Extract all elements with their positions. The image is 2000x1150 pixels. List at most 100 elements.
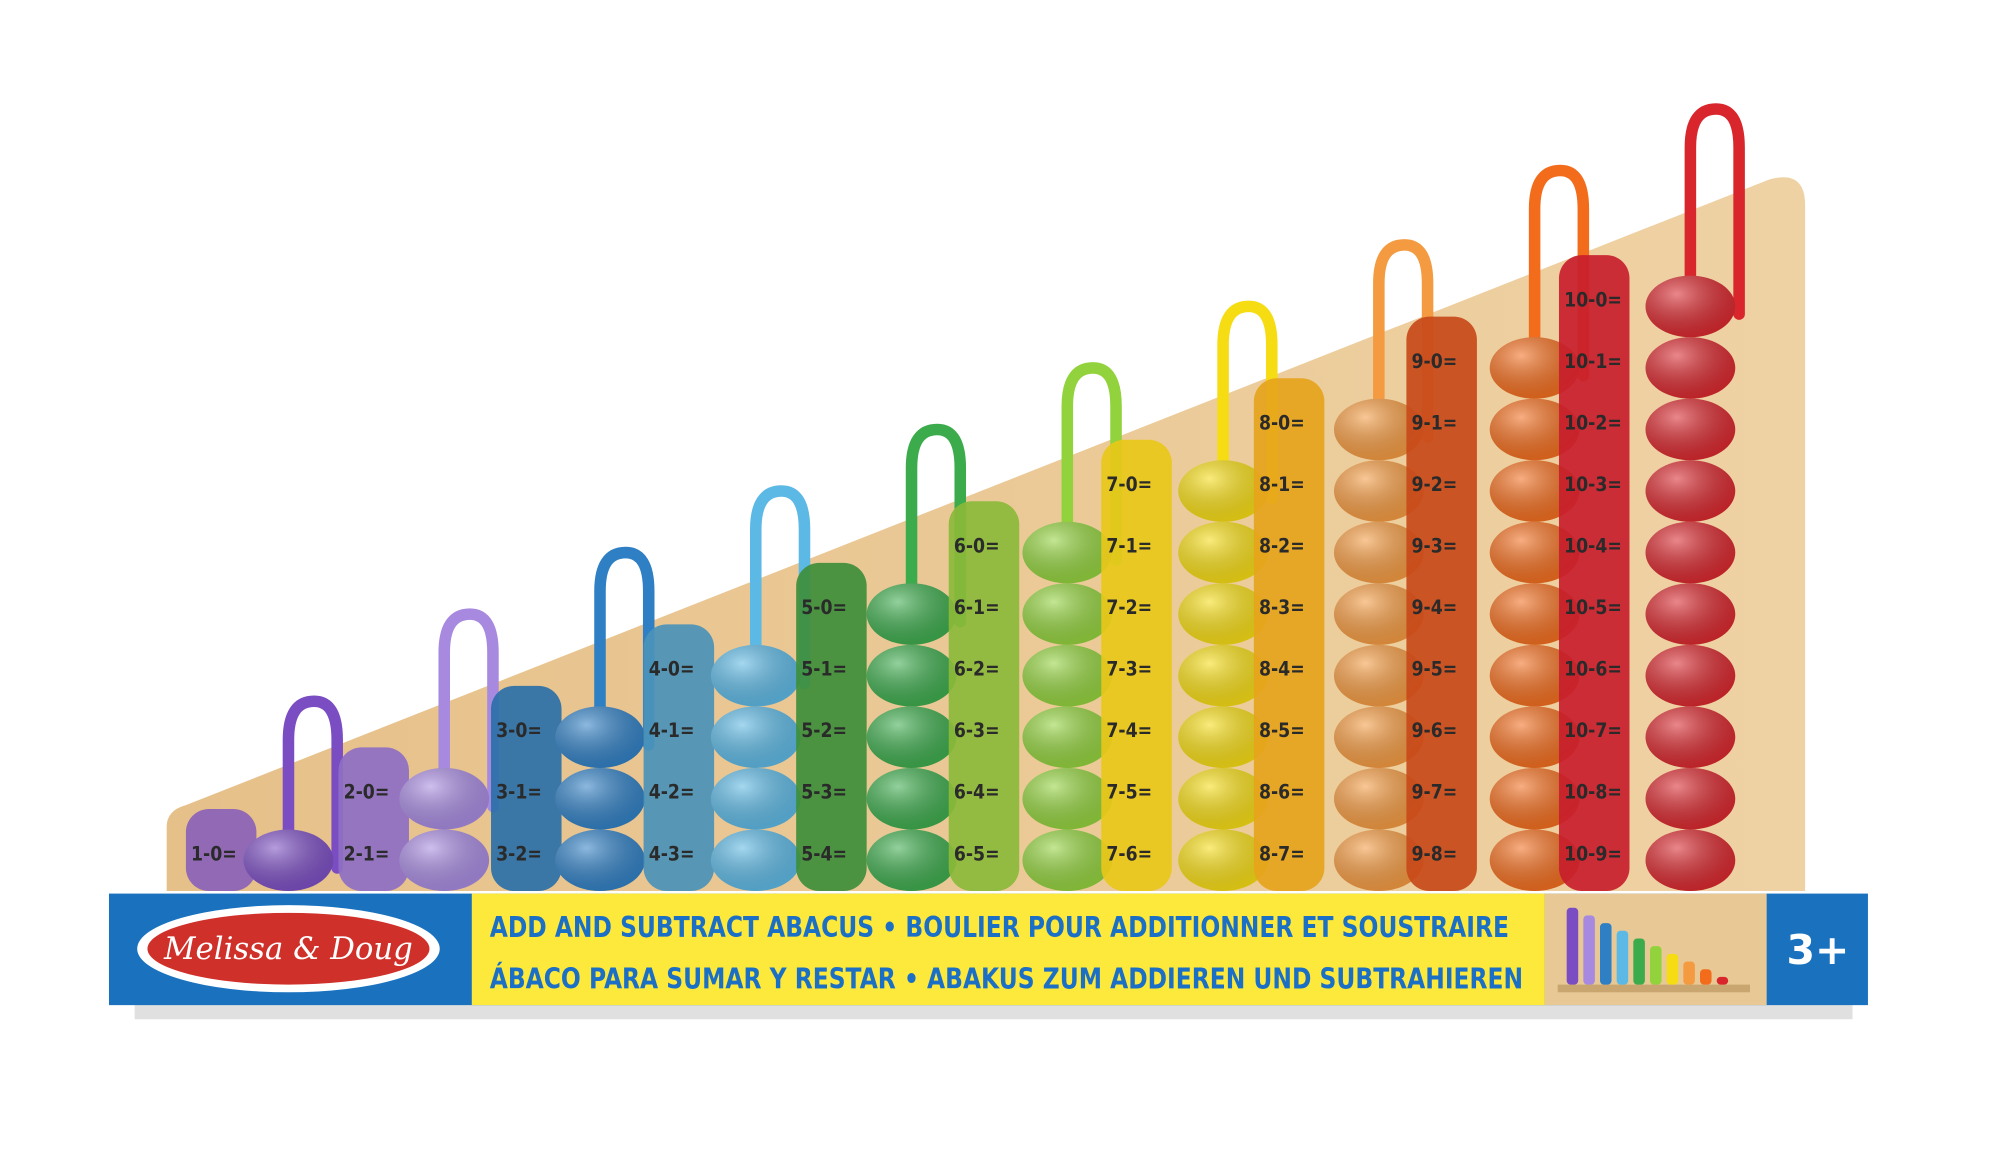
rod: [750, 485, 811, 690]
equation-label: 9-3=: [1412, 535, 1458, 558]
equation-label: 10-5=: [1564, 596, 1622, 619]
bead-shading: [1645, 275, 1736, 338]
equation-label: 9-2=: [1412, 473, 1458, 496]
bead-shading: [1645, 521, 1736, 584]
equation-label: 9-7=: [1412, 781, 1458, 804]
thumbnail-bead-column: [1650, 946, 1662, 985]
equation-label: 9-4=: [1412, 596, 1458, 619]
equation-label: 7-5=: [1106, 781, 1152, 804]
bead-shading: [555, 706, 645, 768]
bead-shading: [710, 829, 801, 892]
bead-shading: [1645, 644, 1736, 707]
equation-label: 3-0=: [496, 719, 542, 742]
thumbnail-bead-column: [1666, 953, 1679, 985]
equation-label: 5-3=: [801, 781, 847, 804]
equation-strip: [1101, 439, 1172, 892]
bead-shading: [1645, 829, 1736, 892]
rod: [594, 546, 655, 751]
bead-shading: [1178, 583, 1268, 645]
equation-label: 10-0=: [1564, 288, 1622, 311]
abacus-column-9: 9-0= 9-1= 9-2= 9-3= 9-4= 9-5= 9-6= 9-7= 9-8=: [1406, 164, 1590, 892]
bead-shading: [1333, 644, 1424, 707]
equation-label: 6-4=: [954, 781, 1000, 804]
equation-strip: [643, 624, 715, 892]
equation-label: 9-5=: [1412, 658, 1458, 681]
equation-label: 6-5=: [954, 842, 1000, 865]
bead-shading: [1489, 583, 1580, 645]
bead-shading: [1489, 337, 1580, 399]
bead-shading: [1178, 644, 1268, 707]
equation-label: 4-0=: [649, 658, 695, 681]
bead-shading: [1178, 767, 1268, 830]
thumbnail-bead-column: [1700, 969, 1712, 985]
bead-shading: [1022, 583, 1113, 645]
rod: [438, 608, 499, 813]
bead-shading: [243, 829, 334, 892]
logo-oval: [147, 912, 430, 985]
brand-logo-text: Melissa & Doug: [163, 931, 413, 967]
rod: [1061, 362, 1122, 567]
rod: [1217, 300, 1278, 505]
equation-label: 7-1=: [1106, 535, 1152, 558]
equation-label: 1-0=: [191, 842, 237, 865]
bead-shading: [710, 706, 801, 768]
equation-label: 8-3=: [1259, 596, 1305, 619]
bead-shading: [1645, 706, 1736, 768]
equation-label: 8-0=: [1259, 411, 1305, 434]
rod: [1373, 239, 1434, 443]
equation-strip: [338, 747, 409, 892]
equation-label: 2-1=: [344, 842, 390, 865]
thumbnail-base: [1557, 984, 1750, 993]
abacus-column-8: 8-0= 8-1= 8-2= 8-3= 8-4= 8-5= 8-6= 8-7=: [1253, 239, 1434, 892]
bead-shading: [866, 644, 957, 707]
banner-title-line-1: ADD AND SUBTRACT ABACUS • BOULIER POUR A…: [490, 911, 1509, 944]
bead-shading: [1489, 398, 1580, 461]
equation-label: 4-3=: [649, 842, 695, 865]
thumbnail-bead-column: [1583, 915, 1595, 985]
equation-label: 5-0=: [801, 596, 847, 619]
abacus-column-7: 7-0= 7-1= 7-2= 7-3= 7-4= 7-5= 7-6=: [1101, 300, 1278, 892]
thumbnail-bead-column: [1600, 923, 1612, 985]
bead-shading: [1645, 583, 1736, 645]
equation-strip: [1253, 378, 1325, 892]
thumbnail-bead-column: [1566, 907, 1579, 985]
equation-label: 10-4=: [1564, 535, 1622, 558]
bead-shading: [1022, 706, 1113, 768]
equation-label: 5-1=: [801, 658, 847, 681]
banner-shadow: [134, 1003, 1853, 1020]
bead-shading: [710, 644, 801, 707]
equation-label: 7-4=: [1106, 719, 1152, 742]
equation-label: 7-3=: [1106, 658, 1152, 681]
bead-shading: [1333, 706, 1424, 768]
bead-shading: [1333, 521, 1424, 584]
bead-shading: [1645, 767, 1736, 830]
equation-label: 5-4=: [801, 842, 847, 865]
bead-shading: [866, 706, 957, 768]
equation-label: 8-5=: [1259, 719, 1305, 742]
equation-label: 7-0=: [1106, 473, 1152, 496]
equation-label: 8-1=: [1259, 473, 1305, 496]
bead-shading: [1333, 583, 1424, 645]
bead-shading: [1489, 460, 1580, 522]
bead-shading: [866, 767, 957, 830]
bead-shading: [1489, 644, 1580, 707]
equation-label: 8-4=: [1259, 658, 1305, 681]
equation-label: 2-0=: [344, 781, 390, 804]
equation-strip: [1406, 316, 1477, 892]
bead-shading: [1333, 767, 1424, 830]
bead-shading: [1645, 460, 1736, 522]
rod: [1528, 164, 1590, 382]
equation-label: 6-2=: [954, 658, 1000, 681]
abacus-column-5: 5-0= 5-1= 5-2= 5-3= 5-4=: [796, 423, 967, 892]
abacus-column-4: 4-0= 4-1= 4-2= 4-3=: [643, 485, 811, 892]
equation-label: 10-1=: [1564, 350, 1622, 373]
bead-shading: [1178, 460, 1268, 522]
bead-shading: [1489, 521, 1580, 584]
bead-shading: [1645, 337, 1736, 399]
equation-label: 9-8=: [1412, 842, 1458, 865]
bead-shading: [1333, 829, 1424, 892]
bead-shading: [866, 583, 957, 645]
bead-shading: [1178, 829, 1268, 892]
